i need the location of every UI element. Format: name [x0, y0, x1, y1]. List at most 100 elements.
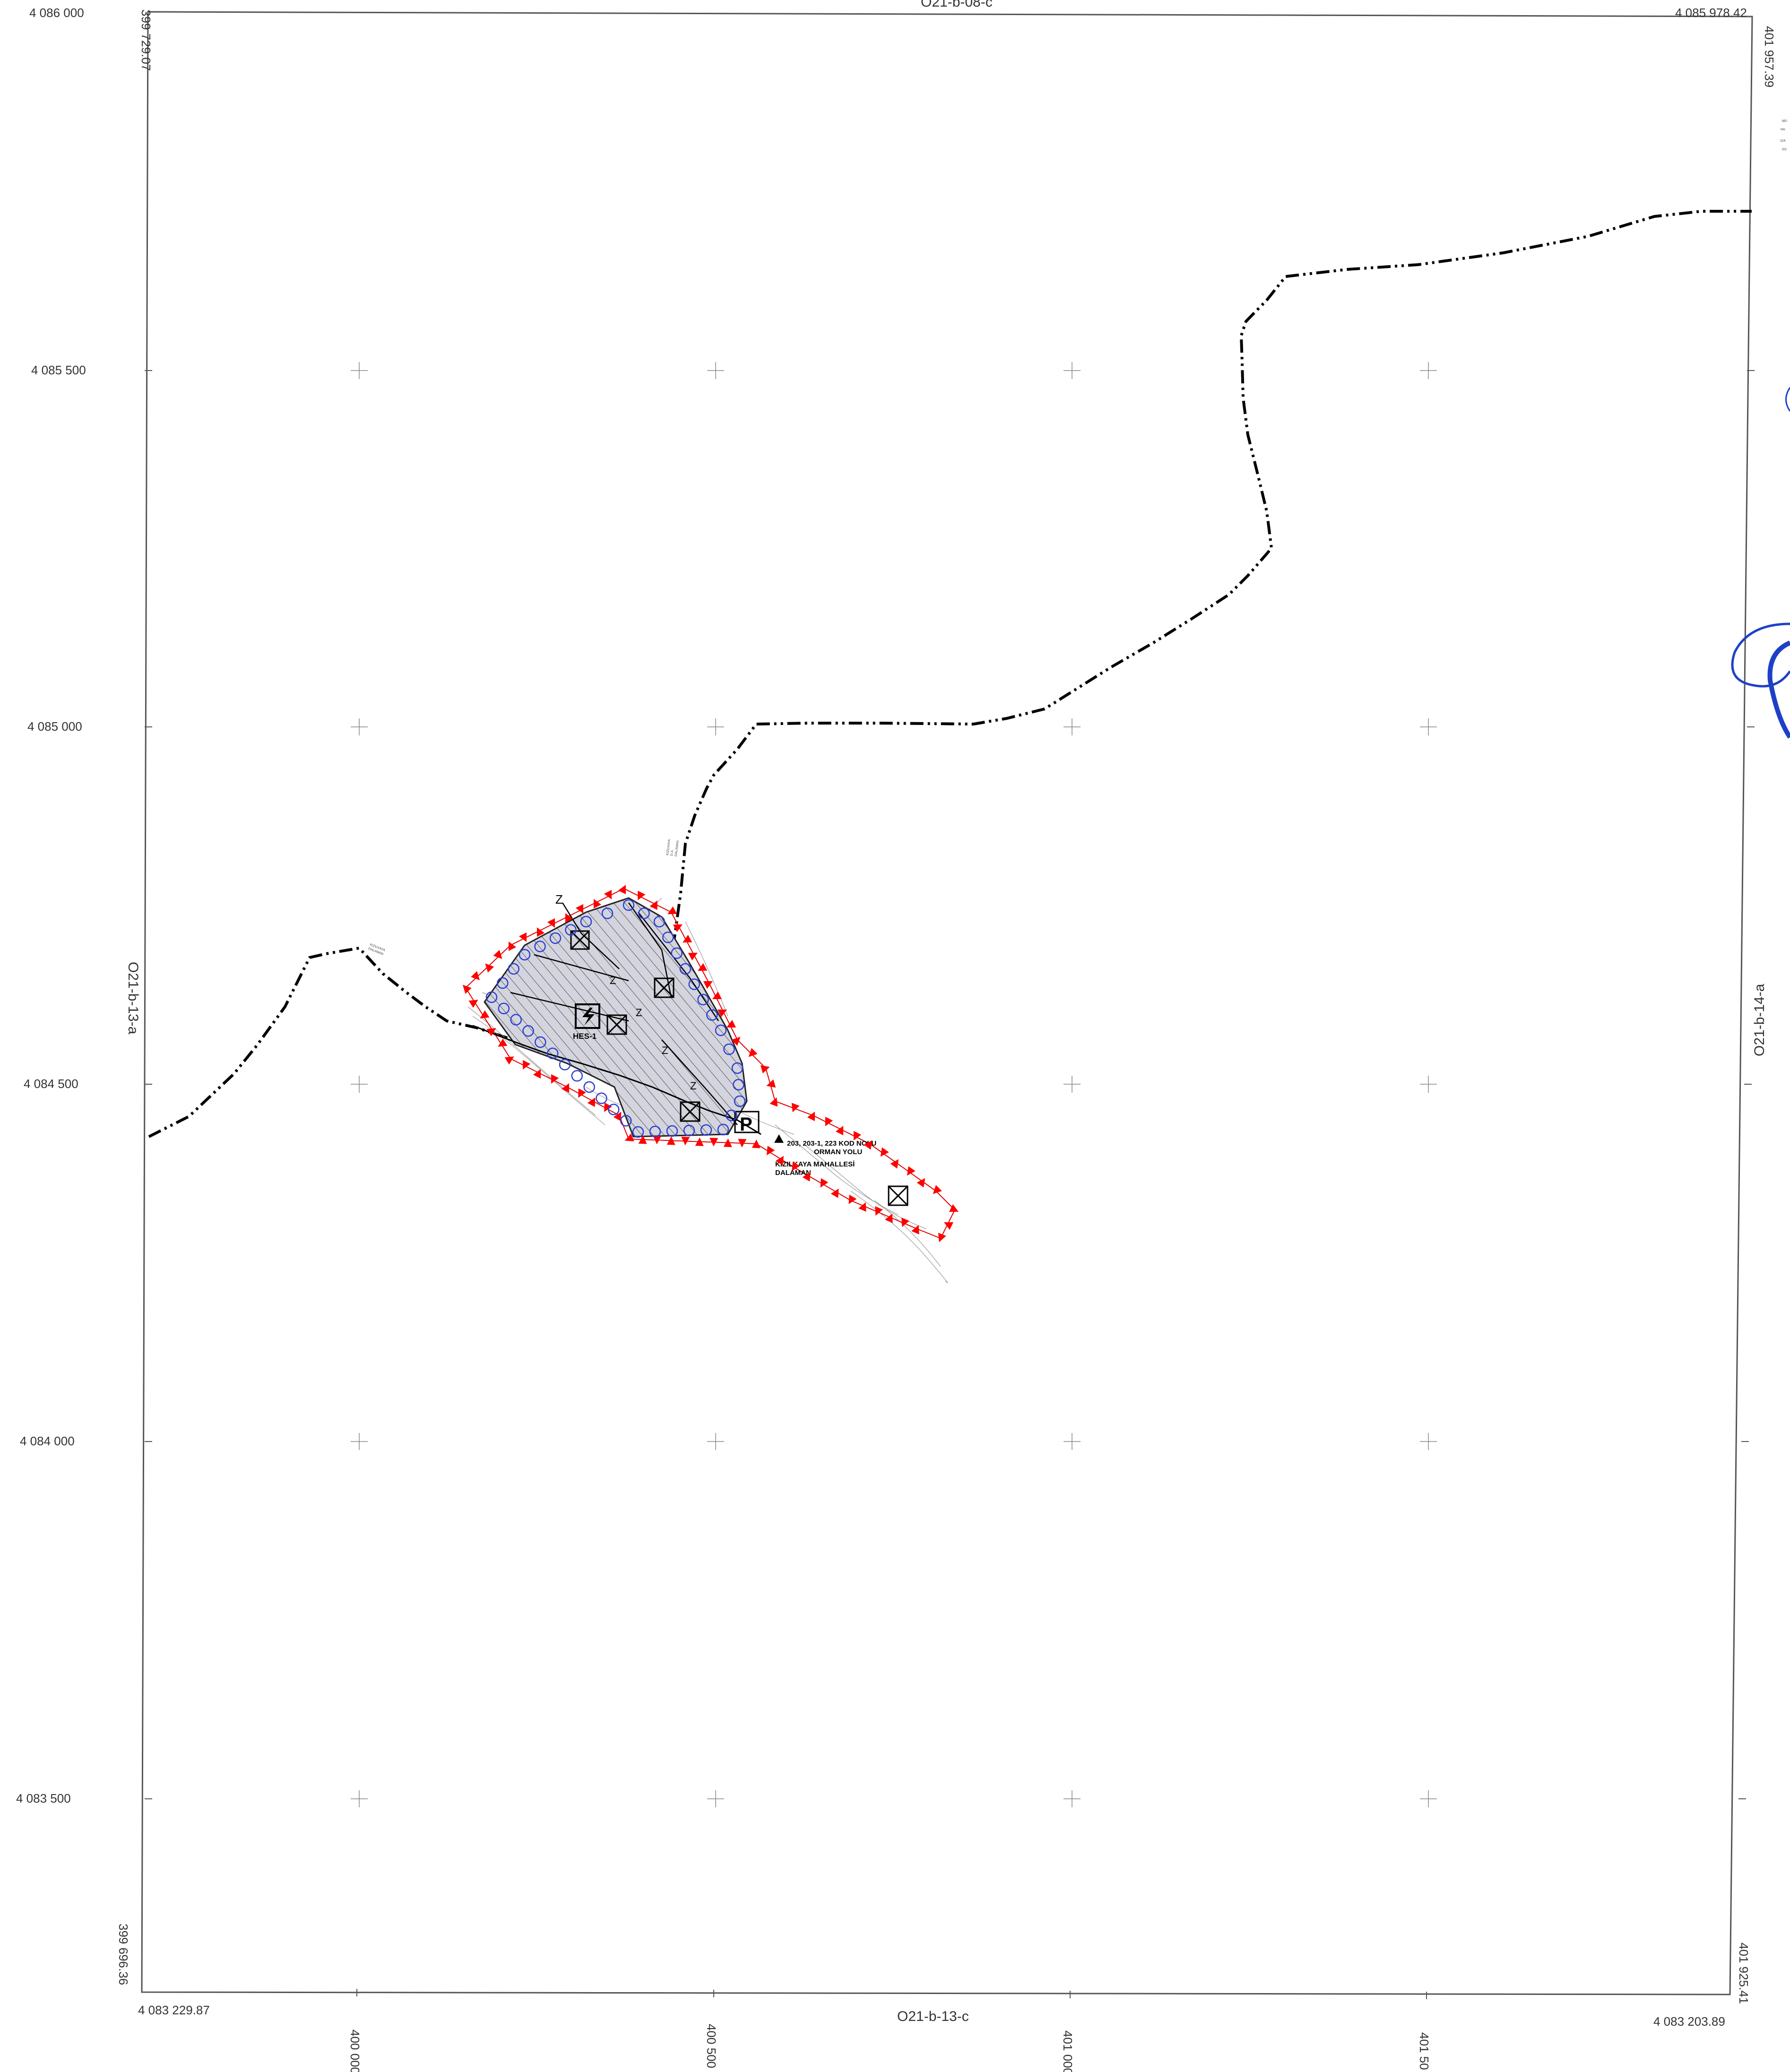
boundary-label-top: KIZILKAYA D.A. DALAMAN [666, 839, 680, 856]
red-triangle-marker [848, 1194, 857, 1204]
northing-label: 4 084 500 [24, 1077, 78, 1091]
red-triangle-marker [901, 1217, 909, 1227]
northing-label: 4 084 000 [20, 1434, 75, 1448]
red-triangle-marker [738, 1139, 747, 1148]
svg-text:DALAMAN: DALAMAN [674, 840, 680, 856]
red-triangle-marker [695, 1137, 704, 1146]
red-triangle-marker [703, 981, 713, 989]
blue-circle-marker [731, 1062, 744, 1074]
red-triangle-marker [485, 963, 494, 973]
red-triangle-marker [536, 927, 545, 937]
northing-label: 4 085 000 [27, 719, 82, 734]
red-triangle-marker [802, 1172, 811, 1182]
corner-easting-right-bottom: 401 925.41 [1737, 1942, 1751, 2004]
blue-circle-marker [717, 1123, 729, 1136]
corner-label-top-left: 4 086 000 [29, 6, 84, 20]
blue-circle-marker [715, 1024, 727, 1036]
blue-circle-marker [638, 907, 650, 919]
blue-circle-marker [632, 1126, 644, 1138]
blue-circle-marker [623, 899, 635, 911]
red-triangle-marker [547, 918, 555, 928]
red-triangle-marker [858, 1202, 866, 1212]
stamp [1731, 387, 1790, 739]
svg-text:31€: 31€ [1780, 139, 1786, 143]
easting-label: 401 50 [1417, 2032, 1431, 2070]
red-triangle-marker [709, 1138, 718, 1147]
red-triangle-marker [726, 1019, 736, 1028]
svg-text:KIZILKAYA: KIZILKAYA [666, 839, 671, 855]
red-triangle-marker [766, 1079, 776, 1088]
zone-marker: Z [636, 1007, 642, 1019]
administrative-boundary [148, 210, 1752, 1138]
red-triangle-marker [613, 1112, 622, 1122]
red-triangle-marker [624, 1133, 634, 1142]
sheet-label-top: O21-b-08-c [921, 0, 993, 10]
road-label: ORMAN YOLU [814, 1148, 862, 1156]
northing-label: 4 085 500 [31, 363, 86, 377]
blue-circle-marker [653, 915, 666, 928]
red-triangle-marker [698, 963, 708, 971]
blue-circle-marker [485, 991, 498, 1003]
facility-label: HES-1 [573, 1032, 597, 1041]
red-triangle-marker [938, 1233, 946, 1243]
corner-easting-right-top: 401 957.39 [1762, 26, 1776, 87]
red-triangle-marker [587, 1097, 596, 1107]
red-triangle-marker [835, 1125, 844, 1136]
edge-stamp-text: MÜ YAI 31€ GC [1780, 119, 1787, 151]
blue-circle-marker [662, 932, 674, 943]
blue-circle-marker [534, 941, 546, 952]
easting-label: 401 000 [1061, 2030, 1075, 2072]
parking-icon: P [734, 1111, 760, 1135]
blue-circle-marker [726, 1109, 737, 1122]
forest-road [472, 1025, 761, 1135]
blue-circle-marker [565, 924, 577, 936]
blue-circle-marker [706, 1009, 718, 1021]
red-triangle-marker [880, 1147, 889, 1157]
red-triangle-marker [480, 1010, 490, 1019]
red-triangle-marker [890, 1159, 899, 1169]
red-triangle-marker [791, 1103, 800, 1113]
blue-circle-marker [535, 1036, 546, 1048]
red-triangle-marker [943, 1222, 954, 1230]
red-triangle-marker [638, 1135, 647, 1144]
zone-marker: Z [690, 1080, 696, 1092]
red-triangle-marker [864, 1140, 873, 1150]
red-triangle-marker [907, 1166, 916, 1176]
red-triangle-marker [949, 1204, 959, 1212]
village-label: KIZILKAYA MAHALLESİ [775, 1160, 855, 1168]
red-triangle-marker [666, 1136, 675, 1145]
corner-easting-left-bottom: 399 696.36 [116, 1924, 130, 1985]
blue-circle-marker [559, 1059, 571, 1071]
blue-circle-marker [700, 1124, 712, 1136]
red-triangle-marker [667, 906, 677, 915]
corner-label-bottom-right: 4 083 203.89 [1653, 2014, 1725, 2029]
blue-circle-marker [498, 1002, 510, 1015]
red-triangle-marker [561, 1083, 570, 1093]
structure-boxes [570, 930, 908, 1206]
red-triangle-marker [638, 890, 646, 900]
red-triangle-marker [565, 913, 573, 923]
blue-circle-marker [620, 1115, 632, 1127]
svg-text:GC: GC [1782, 148, 1787, 151]
red-triangle-marker [723, 1138, 732, 1148]
blue-circle-marker [549, 932, 562, 944]
red-triangle-marker [504, 1056, 514, 1065]
red-triangle-marker [653, 1135, 662, 1145]
red-triangle-marker [752, 1140, 761, 1148]
northing-label: 4 083 500 [16, 1791, 71, 1805]
red-triangle-marker [760, 1065, 770, 1074]
blue-circle-marker [519, 949, 531, 961]
red-triangle-marker [462, 984, 472, 994]
project-site: Z Z Z Z Z HES-1 P 203, 203-1, 223 KOD NO… [462, 884, 959, 1283]
blue-circle-marker [679, 963, 692, 975]
red-triangle-marker [712, 991, 722, 1000]
svg-text:D.A.: D.A. [670, 849, 674, 856]
blue-circle-marker [649, 1125, 661, 1138]
easting-label: 400 500 [704, 2024, 718, 2068]
frame-ticks [145, 370, 1755, 1999]
svg-text:P: P [740, 1114, 752, 1135]
red-triangle-marker [604, 1102, 612, 1112]
road-label: 203, 203-1, 223 KOD NOLU [787, 1140, 876, 1148]
village-label: DALAMAN [775, 1169, 811, 1177]
